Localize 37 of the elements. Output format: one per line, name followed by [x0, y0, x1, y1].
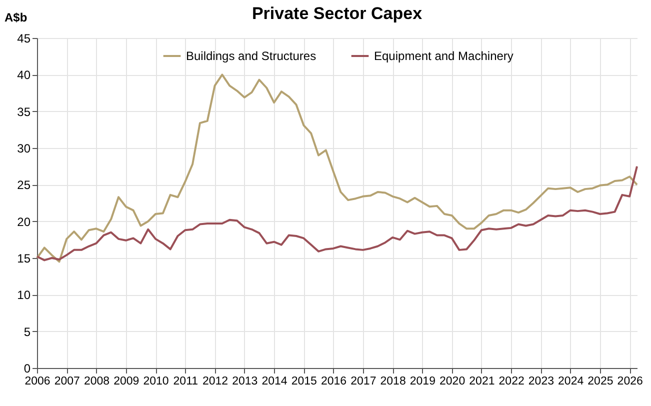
x-tick-label: 2012: [202, 376, 228, 388]
y-tick-label: 0: [24, 362, 31, 376]
x-tick-label: 2017: [350, 376, 376, 388]
legend-label: Buildings and Structures: [186, 49, 316, 63]
y-tick-label: 30: [17, 142, 31, 156]
x-tick-label: 2018: [380, 376, 406, 388]
y-tick-label: 5: [24, 324, 31, 339]
legend-label: Equipment and Machinery: [374, 49, 514, 63]
x-tick-label: 2021: [469, 376, 495, 388]
y-tick-label: 45: [17, 32, 31, 46]
y-tick-label: 15: [17, 252, 31, 266]
y-tick-label: 25: [17, 178, 31, 192]
x-tick-label: 2014: [262, 376, 288, 388]
x-tick-label: 2019: [410, 376, 436, 388]
chart-title: Private Sector Capex: [252, 4, 423, 23]
x-tick-label: 2020: [440, 376, 466, 388]
x-tick-label: 2016: [321, 376, 347, 388]
x-tick-label: 2009: [114, 376, 140, 388]
x-tick-label: 2026: [617, 376, 643, 388]
y-tick-label: 20: [17, 214, 31, 229]
line-series: [36, 165, 638, 262]
y-tick-label: 40: [17, 68, 31, 82]
y-axis-title: A$b: [4, 10, 28, 24]
x-tick-label: 2024: [558, 376, 584, 388]
x-tick-label: 2022: [498, 376, 524, 388]
x-tick-label: 2011: [173, 376, 198, 388]
x-tick-label: 2015: [291, 376, 317, 388]
x-tick-label: 2013: [232, 376, 258, 388]
x-tick-label: 2008: [84, 376, 110, 388]
x-tick-label: 2025: [588, 376, 614, 388]
x-tick-label: 2007: [54, 376, 80, 388]
y-tick-label: 10: [17, 288, 31, 302]
line-series: [36, 74, 638, 263]
x-tick-label: 2006: [24, 376, 50, 388]
x-tick-label: 2023: [528, 376, 554, 388]
y-tick-label: 35: [17, 104, 31, 119]
x-tick-label: 2010: [143, 376, 169, 388]
